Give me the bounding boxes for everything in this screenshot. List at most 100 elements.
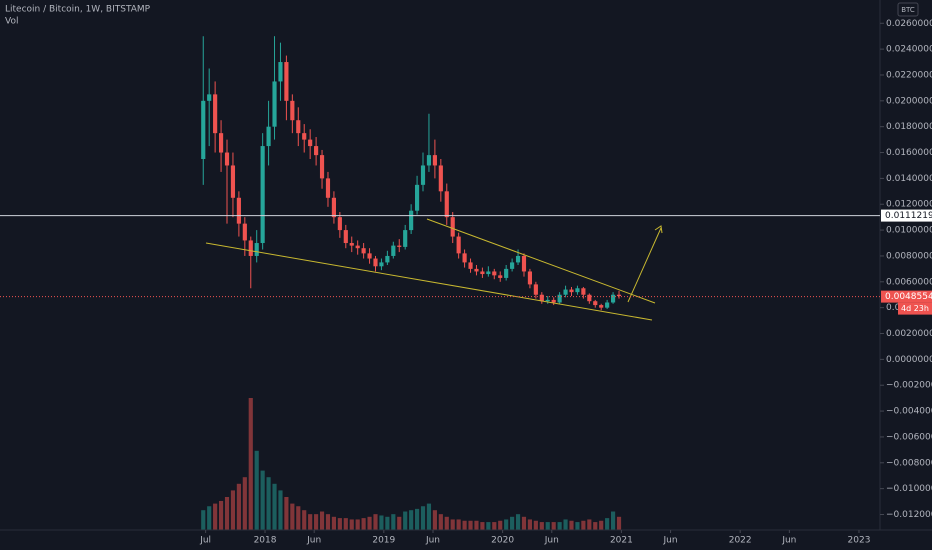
volume-bar [290,503,295,530]
x-tick-label: Jun [544,536,559,546]
x-tick-label: Jun [781,536,796,546]
candle-body [355,245,360,249]
candle-body [504,268,509,278]
candle-body [486,271,491,275]
volume-bar [373,514,378,530]
volume-bar [337,518,342,530]
volume-bar [610,511,616,530]
volume-bar [551,522,556,530]
candle-body [414,184,420,211]
candle-body [480,271,485,275]
countdown-box [898,302,932,315]
volume-bar [325,514,331,530]
volume-bar [385,516,390,530]
candle-body [379,262,384,267]
candle-body [474,268,479,272]
volume-bar [248,398,253,530]
volume-bar [397,516,402,530]
candle-body [510,262,515,269]
x-tick-label: Jun [306,536,321,546]
currency-label: BTC [901,6,915,14]
volume-bar [533,520,538,530]
volume-bar [599,520,604,530]
volume-bar [420,506,426,530]
candle-body [207,94,212,101]
volume-bar [498,520,503,530]
candle-body [610,294,616,303]
volume-bar [224,497,230,530]
volume-bar [302,510,307,530]
volume-bar [515,514,521,530]
y-tick-label: 0.00000000 [886,355,932,365]
candle-body [373,258,378,267]
volume-label: Vol [5,17,18,27]
volume-bar [426,503,432,530]
candle-body [230,165,236,198]
volume-bar [432,510,437,530]
volume-bar [539,522,544,530]
volume-bar [391,514,396,530]
volume-bar [218,500,224,530]
volume-bar [438,514,443,530]
last-price-label: 0.00485541 [885,292,932,302]
candle-body [569,289,574,293]
volume-bar [557,522,562,530]
candle-body [456,236,461,254]
volume-bar [616,516,622,530]
candle-body [236,197,241,224]
candle-body [254,243,259,256]
candle-body [385,255,390,263]
volume-bar [575,522,580,530]
arrow-line [627,227,662,303]
candle-body [581,288,586,295]
x-tick-label: 2021 [610,536,633,546]
candle-body [409,210,414,231]
candle-body [420,165,426,185]
candle-body [218,133,224,153]
candle-body [343,230,348,244]
volume-bar [230,490,236,530]
candle-body [498,275,503,278]
candle-body [213,94,218,134]
volume-bar [462,520,467,530]
last-price-box [881,290,932,303]
candle-body [397,245,402,247]
trendline-lower [205,242,653,321]
volume-bar [242,477,247,530]
x-tick-label: Jun [425,536,440,546]
candle-body [201,100,206,159]
candle-body [278,62,283,82]
candle-body [361,248,366,254]
candle-body [349,243,354,246]
candle-body [492,271,497,276]
volume-bar [480,522,485,530]
candle-body [242,223,247,241]
candle-body [302,133,307,140]
volume-bar [207,506,212,530]
volume-bar [272,483,277,530]
volume-bar [521,516,527,530]
volume-bar [314,514,319,530]
volume-bar [569,520,574,530]
volume-bar [296,506,301,530]
x-tick-label: 2020 [491,536,514,546]
x-tick-label: 2019 [372,536,395,546]
volume-bar [278,490,283,530]
candle-body [284,62,289,101]
chart-title: Litecoin / Bitcoin, 1W, BITSTAMP [5,5,151,15]
candle-body [367,253,372,259]
candle-body [616,294,622,297]
candle-body [272,81,277,127]
